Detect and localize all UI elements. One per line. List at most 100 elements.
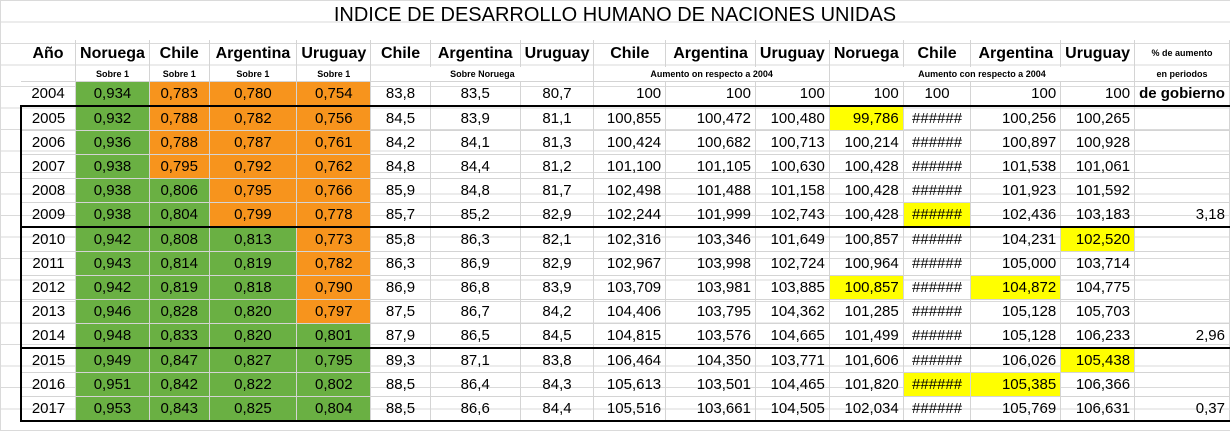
col-header: Uruguay (755, 40, 830, 67)
increase-cell: 100,265 (1060, 105, 1136, 131)
increase-cell: 101,105 (665, 154, 756, 179)
increase-cell: ###### (903, 347, 972, 373)
idh-cell: 0,946 (75, 299, 150, 324)
increase-cell: ###### (903, 396, 972, 422)
increase-cell: 104,406 (593, 299, 667, 324)
table-row: 2006 0,936 0,788 0,787 0,761 84,2 84,1 81,3 100,… (20, 130, 1230, 155)
increase-cell: 103,771 (755, 347, 830, 373)
ratio-cell: 85,7 (370, 202, 431, 228)
increase-cell: 106,233 (1060, 323, 1136, 349)
increase-cell: 104,350 (665, 347, 756, 373)
idh-cell: 0,813 (209, 226, 298, 252)
table-row: 2011 0,943 0,814 0,819 0,782 86,3 86,9 82,9 102,… (20, 251, 1230, 276)
increase-cell: 105,438 (1060, 347, 1136, 373)
increase-cell: 105,516 (593, 396, 667, 422)
increase-cell: 100,630 (755, 154, 830, 179)
subheader-sobre-noruega: Sobre Noruega (370, 67, 595, 82)
idh-cell: 0,762 (296, 154, 372, 179)
idh-cell: 0,936 (75, 130, 150, 155)
col-header: Chile (593, 40, 667, 67)
col-header: Argentina (970, 40, 1062, 67)
col-header: Argentina (209, 40, 298, 67)
idh-cell: 0,797 (296, 299, 372, 324)
year-cell: 2017 (20, 396, 77, 422)
increase-cell: ###### (903, 275, 972, 300)
ratio-cell: 88,5 (370, 396, 431, 422)
table-row: 2005 0,932 0,788 0,782 0,756 84,5 83,9 81,1 100,… (20, 105, 1230, 131)
ratio-cell: 84,4 (520, 396, 595, 422)
idh-cell: 0,942 (75, 275, 150, 300)
col-header: Chile (370, 40, 431, 67)
idh-cell: 0,828 (149, 299, 210, 324)
increase-cell: 101,488 (665, 178, 756, 203)
increase-cell: 100,428 (829, 202, 904, 228)
increase-cell: 105,128 (970, 323, 1062, 349)
increase-cell: 102,724 (755, 251, 830, 276)
subheader-sobre1: Sobre 1 (75, 67, 150, 82)
idh-cell: 0,942 (75, 226, 150, 252)
subheader-side: en periodos (1134, 67, 1230, 82)
increase-cell: 100,424 (593, 130, 667, 155)
col-header: Uruguay (296, 40, 372, 67)
ratio-cell: 85,9 (370, 178, 431, 203)
increase-cell: 100 (829, 81, 904, 107)
ratio-cell: 84,2 (520, 299, 595, 324)
increase-cell: 103,998 (665, 251, 756, 276)
increase-cell: 100,480 (755, 105, 830, 131)
increase-cell: 106,366 (1060, 372, 1136, 397)
idh-cell: 0,795 (149, 154, 210, 179)
year-cell: 2004 (21, 81, 77, 107)
col-header-side: % de aumento (1134, 40, 1230, 67)
increase-cell: 101,606 (829, 347, 904, 373)
col-header: Argentina (665, 40, 756, 67)
ratio-cell: 86,7 (430, 299, 521, 324)
year-cell: 2013 (20, 299, 77, 324)
idh-cell: 0,795 (209, 178, 298, 203)
increase-cell: 100 (665, 81, 756, 107)
increase-cell: 100 (903, 81, 972, 107)
side-note: de gobierno (1134, 81, 1230, 107)
increase-cell: ###### (903, 130, 972, 155)
ratio-cell: 86,3 (370, 251, 431, 276)
increase-cell: 100,256 (970, 105, 1062, 131)
ratio-cell: 82,9 (520, 251, 595, 276)
idh-cell: 0,833 (149, 323, 210, 349)
idh-cell: 0,804 (149, 202, 210, 228)
increase-cell: 102,316 (593, 226, 667, 252)
increase-cell: ###### (903, 105, 972, 131)
increase-cell: 106,464 (593, 347, 667, 373)
idh-cell: 0,820 (209, 299, 298, 324)
ratio-cell: 80,7 (520, 81, 595, 107)
increase-cell: 104,505 (755, 396, 830, 422)
table-row: 2014 0,948 0,833 0,820 0,801 87,9 86,5 84,5 104,… (20, 323, 1230, 349)
ratio-cell: 89,3 (370, 347, 431, 373)
subheader-sobre1: Sobre 1 (296, 67, 372, 82)
idh-cell: 0,938 (75, 202, 150, 228)
table-row: 2009 0,938 0,804 0,799 0,778 85,7 85,2 82,9 102,… (20, 202, 1230, 228)
idh-cell: 0,782 (209, 105, 298, 131)
increase-cell: 100 (755, 81, 830, 107)
percent-cell (1134, 251, 1230, 276)
idh-cell: 0,792 (209, 154, 298, 179)
subheader-aumento-con: Aumento con respecto a 2004 (829, 67, 1136, 82)
increase-cell: 104,815 (593, 323, 667, 349)
increase-cell: 100,428 (829, 178, 904, 203)
idh-cell: 0,934 (75, 81, 150, 107)
increase-cell: 104,872 (970, 275, 1062, 300)
idh-cell: 0,795 (296, 347, 372, 373)
ratio-cell: 86,5 (430, 323, 521, 349)
col-header: Argentina (430, 40, 521, 67)
increase-cell: 99,786 (829, 105, 904, 131)
increase-cell: 100,964 (829, 251, 904, 276)
idh-cell: 0,827 (209, 347, 298, 373)
subheader-aumento-on: Aumento on respecto a 2004 (593, 67, 830, 82)
increase-cell: 103,661 (665, 396, 756, 422)
increase-cell: 100,472 (665, 105, 756, 131)
table-row: 2016 0,951 0,842 0,822 0,802 88,5 86,4 84,3 105,… (20, 372, 1230, 397)
idh-cell: 0,820 (209, 323, 298, 349)
ratio-cell: 81,7 (520, 178, 595, 203)
idh-cell: 0,778 (296, 202, 372, 228)
ratio-cell: 84,5 (520, 323, 595, 349)
table-row: 2008 0,938 0,806 0,795 0,766 85,9 84,8 81,7 102,… (20, 178, 1230, 203)
ratio-cell: 84,3 (520, 372, 595, 397)
